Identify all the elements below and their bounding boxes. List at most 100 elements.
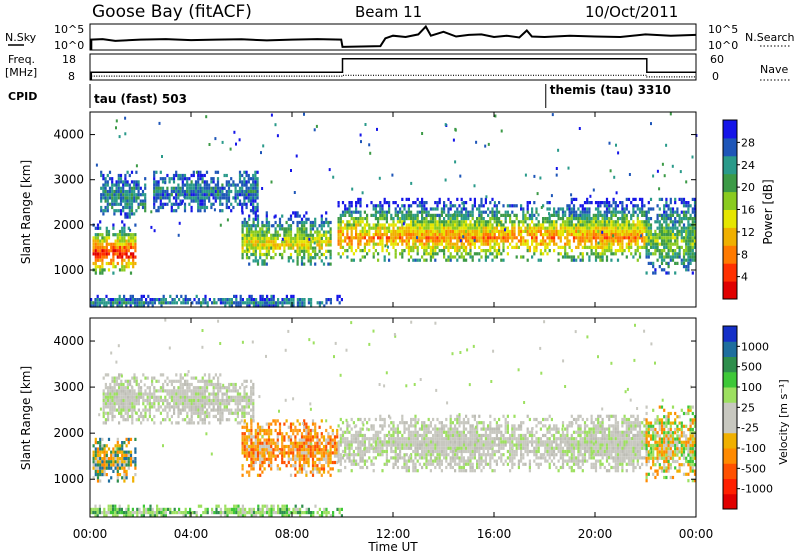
- echo-cell: [590, 245, 593, 249]
- echo-cell: [274, 220, 277, 225]
- echo-cell: [548, 249, 551, 253]
- echo-cell: [243, 220, 246, 225]
- echo-cell: [136, 298, 139, 302]
- echo-cell: [137, 193, 140, 197]
- echo-cell: [601, 255, 604, 259]
- echo-cell: [217, 402, 220, 406]
- echo-cell: [484, 223, 487, 227]
- echo-cell: [592, 229, 595, 233]
- echo-cell: [94, 301, 97, 305]
- echo-cell: [133, 373, 136, 377]
- echo-cell: [146, 376, 149, 380]
- echo-cell: [359, 249, 362, 253]
- echo-cell: [96, 255, 100, 259]
- echo-cell: [458, 226, 461, 230]
- echo-cell: [221, 392, 224, 396]
- echo-cell: [610, 242, 613, 246]
- echo-cell: [513, 233, 516, 237]
- echo-cell: [623, 233, 626, 237]
- echo-cell: [579, 236, 582, 240]
- echo-cell: [274, 419, 277, 423]
- echo-cell: [129, 389, 132, 393]
- echo-cell: [533, 233, 536, 237]
- echo-cell: [449, 245, 452, 249]
- echo-cell: [283, 460, 286, 465]
- echo-cell: [188, 421, 191, 425]
- echo-cell: [241, 233, 244, 237]
- echo-cell: [243, 421, 246, 425]
- echo-cell: [120, 389, 123, 393]
- echo-cell: [190, 418, 193, 422]
- echo-cell: [94, 258, 97, 262]
- echo-cell: [186, 411, 189, 415]
- echo-cell: [245, 405, 248, 409]
- echo-cell: [281, 243, 284, 247]
- echo-cell: [179, 411, 182, 415]
- echo-cell: [645, 252, 648, 256]
- echo-cell: [219, 189, 222, 194]
- echo-cell: [197, 189, 200, 194]
- echo-cell: [295, 154, 298, 158]
- echo-cell: [660, 236, 664, 240]
- echo-cell: [208, 405, 211, 409]
- echo-cell: [105, 457, 108, 461]
- echo-cell: [208, 411, 211, 415]
- echo-cell: [454, 229, 457, 233]
- echo-cell: [363, 236, 366, 240]
- echo-cell: [613, 175, 616, 179]
- echo-cell: [232, 183, 235, 187]
- echo-cell: [111, 411, 114, 415]
- echo-cell: [638, 207, 642, 211]
- echo-cell: [427, 220, 430, 224]
- echo-cell: [265, 227, 268, 231]
- echo-cell: [682, 226, 686, 230]
- echo-cell: [649, 239, 653, 243]
- echo-cell: [179, 408, 182, 412]
- echo-cell: [201, 392, 204, 396]
- echo-cell: [610, 204, 613, 208]
- echo-cell: [128, 196, 131, 200]
- echo-cell: [548, 239, 551, 243]
- echo-cell: [660, 255, 664, 259]
- echo-cell: [296, 304, 299, 308]
- echo-cell: [555, 223, 558, 227]
- echo-cell: [307, 252, 310, 257]
- echo-cell: [451, 204, 454, 208]
- echo-cell: [511, 210, 514, 214]
- echo-cell: [180, 201, 183, 205]
- echo-cell: [199, 389, 202, 393]
- echo-cell: [157, 186, 160, 190]
- echo-cell: [118, 301, 121, 305]
- echo-cell: [676, 242, 679, 246]
- echo-cell: [447, 255, 450, 259]
- echo-cell: [252, 451, 255, 455]
- echo-cell: [381, 226, 384, 230]
- echo-cell: [188, 177, 191, 181]
- echo-cell: [287, 230, 290, 234]
- echo-cell: [134, 261, 137, 266]
- echo-cell: [186, 177, 189, 181]
- echo-cell: [114, 460, 117, 464]
- echo-cell: [520, 207, 523, 211]
- echo-cell: [281, 457, 284, 461]
- echo-cell: [173, 411, 176, 415]
- echo-cell: [94, 249, 97, 253]
- echo-cell: [570, 255, 573, 259]
- echo-cell: [278, 224, 282, 228]
- echo-cell: [135, 402, 138, 406]
- echo-cell: [665, 271, 668, 275]
- echo-cell: [476, 226, 479, 230]
- echo-cell: [619, 245, 622, 249]
- echo-cell: [407, 210, 410, 214]
- echo-cell: [476, 207, 479, 211]
- echo-cell: [656, 220, 659, 224]
- echo-cell: [658, 223, 661, 227]
- echo-cell: [102, 376, 105, 380]
- echo-cell: [599, 239, 602, 243]
- echo-cell: [276, 441, 279, 445]
- echo-cell: [217, 389, 220, 393]
- echo-cell: [377, 258, 380, 262]
- echo-cell: [458, 213, 461, 217]
- echo-cell: [94, 298, 97, 302]
- echo-cell: [113, 202, 116, 206]
